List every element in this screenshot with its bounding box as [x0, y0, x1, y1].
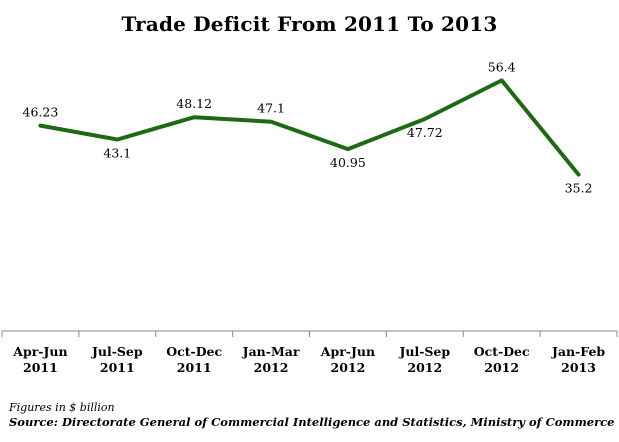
category-label: Oct-Dec 2012 — [474, 344, 530, 375]
data-label: 47.72 — [407, 125, 443, 140]
data-labels: 46.23 43.1 48.12 47.1 40.95 47.72 56.4 35.2 — [23, 59, 593, 195]
category-label: Jan-Mar 2012 — [242, 344, 300, 375]
category-labels: Apr-Jun 2011 Jul-Sep 2011 Oct-Dec 2011 Jan-Mar… — [12, 344, 605, 375]
data-label: 48.12 — [176, 96, 212, 111]
category-label: Jul-Sep 2012 — [398, 344, 450, 375]
category-label: Jul-Sep 2011 — [91, 344, 143, 375]
data-label: 47.1 — [257, 101, 285, 116]
data-label: 35.2 — [565, 181, 593, 196]
series-line — [38, 78, 581, 177]
units-note: Figures in $ billion — [9, 401, 115, 414]
data-label: 46.23 — [23, 105, 59, 120]
data-label: 56.4 — [488, 59, 516, 74]
category-label: Jan-Feb 2013 — [551, 344, 605, 375]
category-label: Apr-Jun 2012 — [320, 344, 375, 375]
category-label: Oct-Dec 2011 — [166, 344, 222, 375]
data-label: 40.95 — [330, 155, 366, 170]
data-label: 43.1 — [103, 146, 131, 161]
x-axis-ticks — [1, 331, 618, 337]
chart-title: Trade Deficit From 2011 To 2013 — [121, 12, 498, 36]
source-note: Source: Directorate General of Commercia… — [9, 415, 615, 429]
category-label: Apr-Jun 2011 — [12, 344, 67, 375]
